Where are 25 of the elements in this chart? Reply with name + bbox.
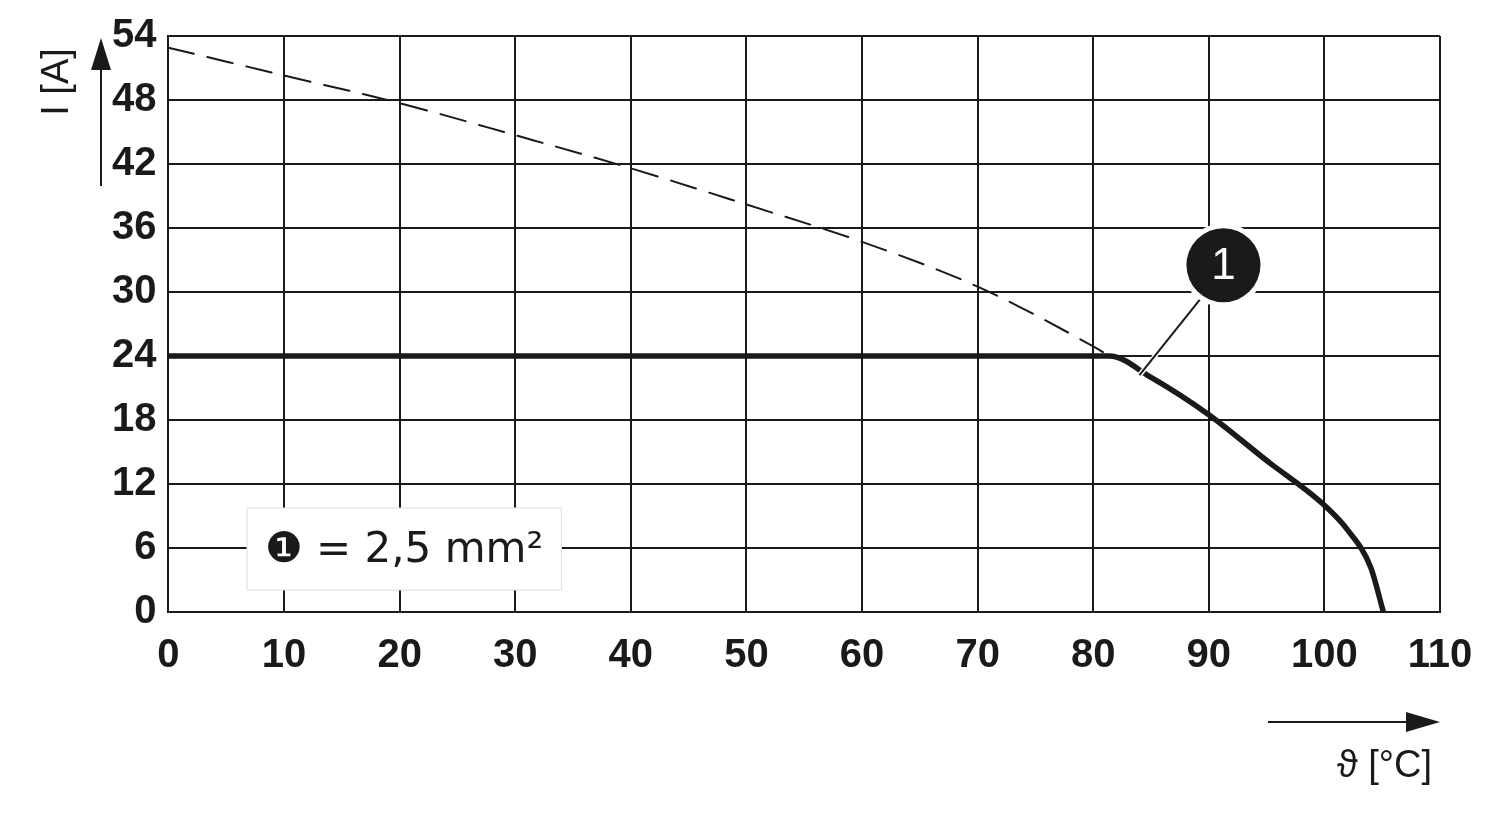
y-tick-label: 30 [111, 267, 157, 312]
y-tick-label: 42 [111, 139, 157, 184]
x-axis-title: ϑ [°C] [1336, 743, 1432, 786]
annotation: ❶ = 2,5 mm² [265, 522, 544, 572]
x-tick-label: 70 [955, 631, 1000, 676]
x-tick-label: 10 [261, 631, 307, 676]
y-tick-label: 18 [111, 395, 157, 440]
x-tick-label: 110 [1407, 631, 1473, 676]
x-tick-label: 30 [493, 631, 538, 676]
x-tick-label: 50 [724, 631, 769, 676]
y-tick-label: 12 [111, 459, 157, 504]
x-tick-label: 40 [608, 631, 654, 676]
y-tick-label: 24 [111, 331, 158, 376]
y-tick-label: 36 [111, 203, 157, 248]
y-tick-label: 0 [134, 587, 157, 632]
y-tick-label: 54 [111, 11, 158, 56]
x-tick-label: 90 [1186, 631, 1232, 676]
x-tick-label: 60 [839, 631, 885, 676]
y-tick-label: 6 [134, 523, 157, 568]
annotation: 1 [1211, 239, 1236, 289]
y-tick-label: 48 [111, 75, 157, 120]
x-tick-label: 100 [1291, 631, 1358, 676]
y-axis-title: I [A] [34, 48, 77, 116]
x-tick-label: 80 [1070, 631, 1116, 676]
x-tick-label: 20 [377, 631, 422, 676]
